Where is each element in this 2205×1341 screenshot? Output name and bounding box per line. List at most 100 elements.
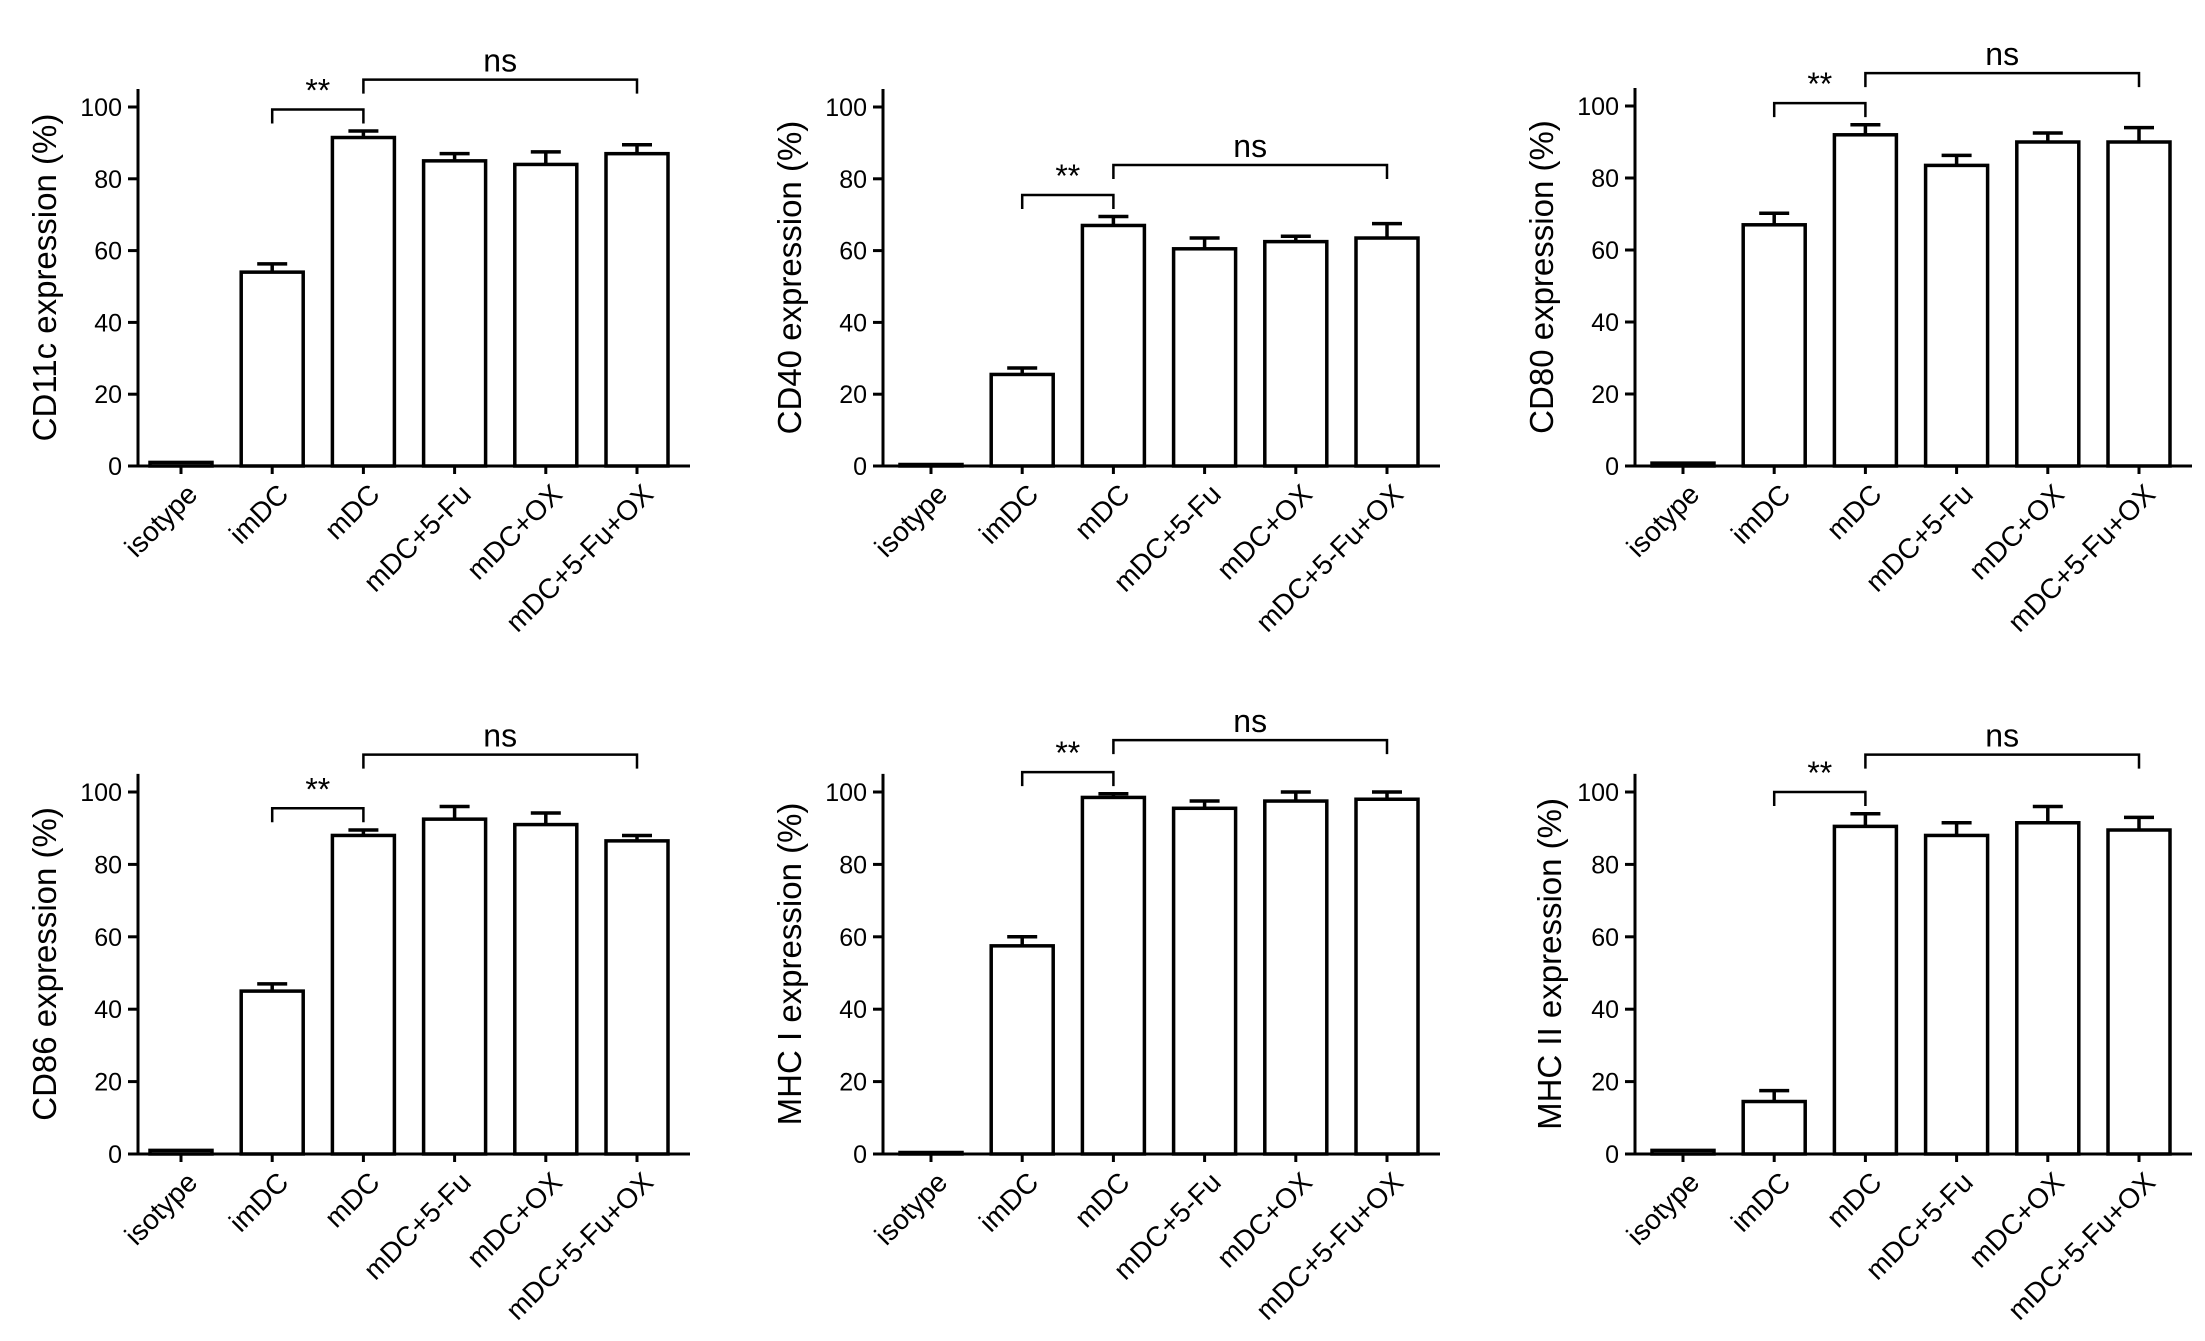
x-tick-label: mDC — [1821, 1166, 1888, 1233]
significance-bracket — [1112, 738, 1389, 755]
x-tick-label: imDC — [223, 478, 294, 549]
y-tick-label: 60 — [1591, 924, 1619, 952]
bar-isotype — [1650, 461, 1716, 468]
y-tick-label: 0 — [853, 1141, 867, 1169]
bar-mDC+OX — [513, 822, 579, 1156]
bar-imDC — [989, 944, 1055, 1156]
bar-isotype — [148, 1148, 214, 1156]
bar-isotype — [898, 462, 964, 468]
y-axis-label: CD11c expression (%) — [26, 114, 63, 442]
significance-bracket — [1772, 790, 1867, 806]
bar-mDC — [1080, 795, 1147, 1156]
bar-imDC — [239, 989, 305, 1156]
bar-mDC+OX — [1263, 799, 1329, 1156]
x-tick-label: mDC — [319, 478, 386, 545]
bar-mDC+OX — [2015, 821, 2081, 1156]
x-tick-label: imDC — [1725, 1166, 1796, 1237]
y-tick-label: 100 — [1577, 779, 1619, 807]
significance-label: ** — [1807, 755, 1832, 791]
significance-bracket — [362, 78, 639, 94]
x-tick-label: imDC — [973, 1166, 1044, 1237]
x-tick-label: mDC — [1821, 478, 1888, 545]
chart-panel-5: 0 20 40 60 80 100 MHC I expression (%) isotype i… — [771, 703, 1440, 1326]
bar-imDC — [989, 372, 1055, 468]
x-tick-label: isotype — [869, 478, 954, 563]
bar-isotype — [1650, 1148, 1716, 1156]
significance-bracket — [362, 753, 639, 769]
y-tick-label: 20 — [94, 381, 122, 409]
bar-imDC — [1741, 1099, 1807, 1156]
x-tick-label: isotype — [119, 478, 204, 563]
bar-mDC — [1832, 133, 1899, 468]
significance-label: ns — [483, 43, 517, 79]
x-tick-label: isotype — [1621, 1166, 1706, 1251]
x-tick-label: mDC — [1069, 478, 1136, 545]
bar-isotype — [148, 460, 214, 468]
y-tick-label: 20 — [94, 1069, 122, 1097]
x-tick-label: isotype — [1621, 478, 1706, 563]
significance-label: ns — [483, 718, 517, 754]
y-tick-label: 60 — [839, 924, 867, 952]
significance-label: ** — [305, 771, 330, 807]
bar-mDC — [330, 135, 397, 468]
significance-label: ns — [1985, 718, 2019, 754]
y-axis-label: CD40 expression (%) — [771, 121, 808, 435]
y-axis-label: CD86 expression (%) — [26, 807, 63, 1121]
bar-mDC — [1080, 223, 1147, 468]
bar-imDC — [239, 270, 305, 468]
significance-label: ** — [1055, 735, 1080, 771]
significance-label: ns — [1233, 703, 1267, 739]
x-tick-label: isotype — [869, 1166, 954, 1251]
significance-bracket — [1772, 101, 1867, 118]
bar-mDC+5-Fu — [421, 817, 488, 1156]
significance-bracket — [270, 108, 365, 124]
bar-mDC — [1832, 824, 1899, 1156]
x-tick-label: isotype — [119, 1166, 204, 1251]
significance-label: ** — [1807, 66, 1832, 102]
significance-label: ** — [1055, 158, 1080, 194]
y-tick-label: 80 — [94, 166, 122, 194]
y-tick-label: 80 — [839, 166, 867, 194]
bar-mDC+OX — [2015, 140, 2081, 468]
y-tick-label: 40 — [1591, 309, 1619, 337]
y-tick-label: 60 — [94, 924, 122, 952]
bar-mDC+5-Fu+OX — [604, 839, 670, 1156]
y-tick-label: 60 — [1591, 237, 1619, 265]
y-tick-label: 0 — [1605, 1141, 1619, 1169]
bar-mDC+5-Fu — [1171, 806, 1238, 1156]
bar-mDC+OX — [1263, 239, 1329, 468]
y-tick-label: 60 — [839, 238, 867, 266]
bar-imDC — [1741, 223, 1807, 468]
y-tick-label: 40 — [839, 309, 867, 337]
y-tick-label: 100 — [80, 94, 122, 122]
y-tick-label: 100 — [1577, 93, 1619, 121]
bar-mDC+5-Fu — [1923, 833, 1990, 1156]
y-tick-label: 0 — [108, 1141, 122, 1169]
bar-mDC+5-Fu — [1171, 247, 1238, 468]
chart-panel-1: 0 20 40 60 80 100 CD11c expression (%) isotype i… — [26, 43, 690, 638]
y-tick-label: 80 — [1591, 851, 1619, 879]
chart-panel-4: 0 20 40 60 80 100 CD86 expression (%) isotype im… — [26, 718, 690, 1326]
bar-mDC+OX — [513, 162, 579, 468]
bar-mDC+5-Fu+OX — [1354, 236, 1420, 468]
bar-mDC+5-Fu — [1923, 163, 1990, 468]
y-tick-label: 100 — [825, 94, 867, 122]
y-tick-label: 80 — [1591, 165, 1619, 193]
significance-bracket — [1112, 163, 1389, 180]
bar-mDC+5-Fu+OX — [604, 151, 670, 468]
y-tick-label: 60 — [94, 238, 122, 266]
bar-mDC — [330, 833, 397, 1156]
y-tick-label: 20 — [839, 1069, 867, 1097]
y-tick-label: 0 — [853, 453, 867, 481]
y-axis-label: MHC II expression (%) — [1531, 798, 1568, 1130]
y-tick-label: 100 — [825, 779, 867, 807]
y-axis-label: CD80 expression (%) — [1523, 120, 1560, 434]
y-tick-label: 80 — [839, 851, 867, 879]
x-tick-label: imDC — [223, 1166, 294, 1237]
significance-bracket — [1864, 71, 2141, 88]
y-tick-label: 100 — [80, 779, 122, 807]
chart-panel-2: 0 20 40 60 80 100 CD40 expression (%) isotype im… — [771, 89, 1440, 638]
bar-mDC+5-Fu+OX — [2106, 828, 2172, 1156]
bar-mDC+5-Fu+OX — [2106, 140, 2172, 468]
